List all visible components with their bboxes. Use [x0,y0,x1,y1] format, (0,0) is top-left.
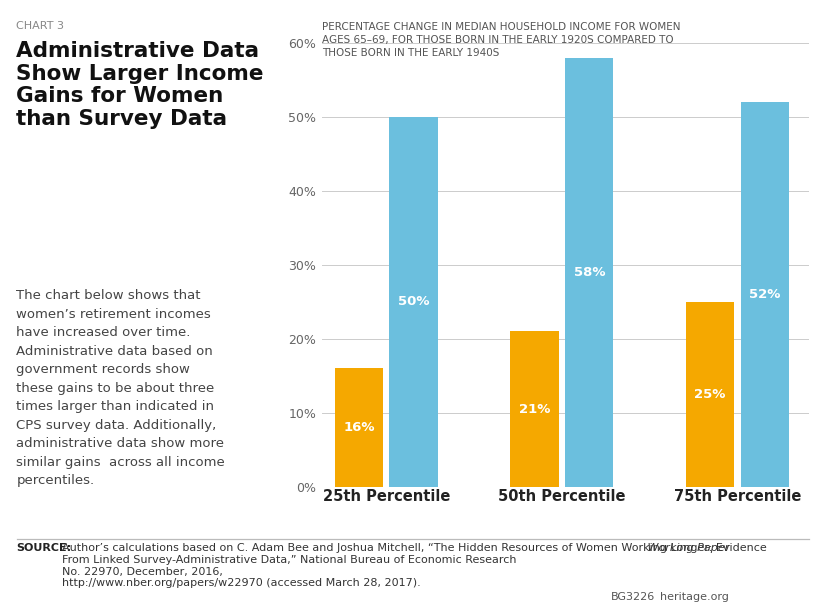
Bar [686,302,734,487]
Text: 25%: 25% [695,387,726,401]
Bar [389,117,438,487]
Text: No. 22970, December, 2016,
http://www.nber.org/papers/w22970 (accessed March 28,: No. 22970, December, 2016, http://www.nb… [62,543,421,588]
Text: 50%: 50% [398,295,429,309]
Text: 58%: 58% [573,265,605,279]
Text: SOURCE:: SOURCE: [16,543,72,553]
Bar [741,102,790,487]
Bar [335,368,383,487]
Text: Author’s calculations based on C. Adam Bee and Joshua Mitchell, “The Hidden Reso: Author’s calculations based on C. Adam B… [62,543,766,565]
Text: Administrative Data
Show Larger Income
Gains for Women
than Survey Data: Administrative Data Show Larger Income G… [16,41,264,129]
Text: 52%: 52% [749,288,780,301]
Text: heritage.org: heritage.org [660,593,728,602]
Text: The chart below shows that
women’s retirement incomes
have increased over time.
: The chart below shows that women’s retir… [16,290,225,487]
Bar [511,331,559,487]
Text: CHART 3: CHART 3 [16,21,64,31]
Text: PERCENTAGE CHANGE IN MEDIAN HOUSEHOLD INCOME FOR WOMEN
AGES 65–69, FOR THOSE BOR: PERCENTAGE CHANGE IN MEDIAN HOUSEHOLD IN… [322,22,681,58]
Text: Working Paper: Working Paper [63,543,729,553]
Text: BG3226: BG3226 [610,593,655,602]
Bar [565,58,614,487]
Text: 21%: 21% [519,402,550,416]
Text: 16%: 16% [343,421,375,434]
